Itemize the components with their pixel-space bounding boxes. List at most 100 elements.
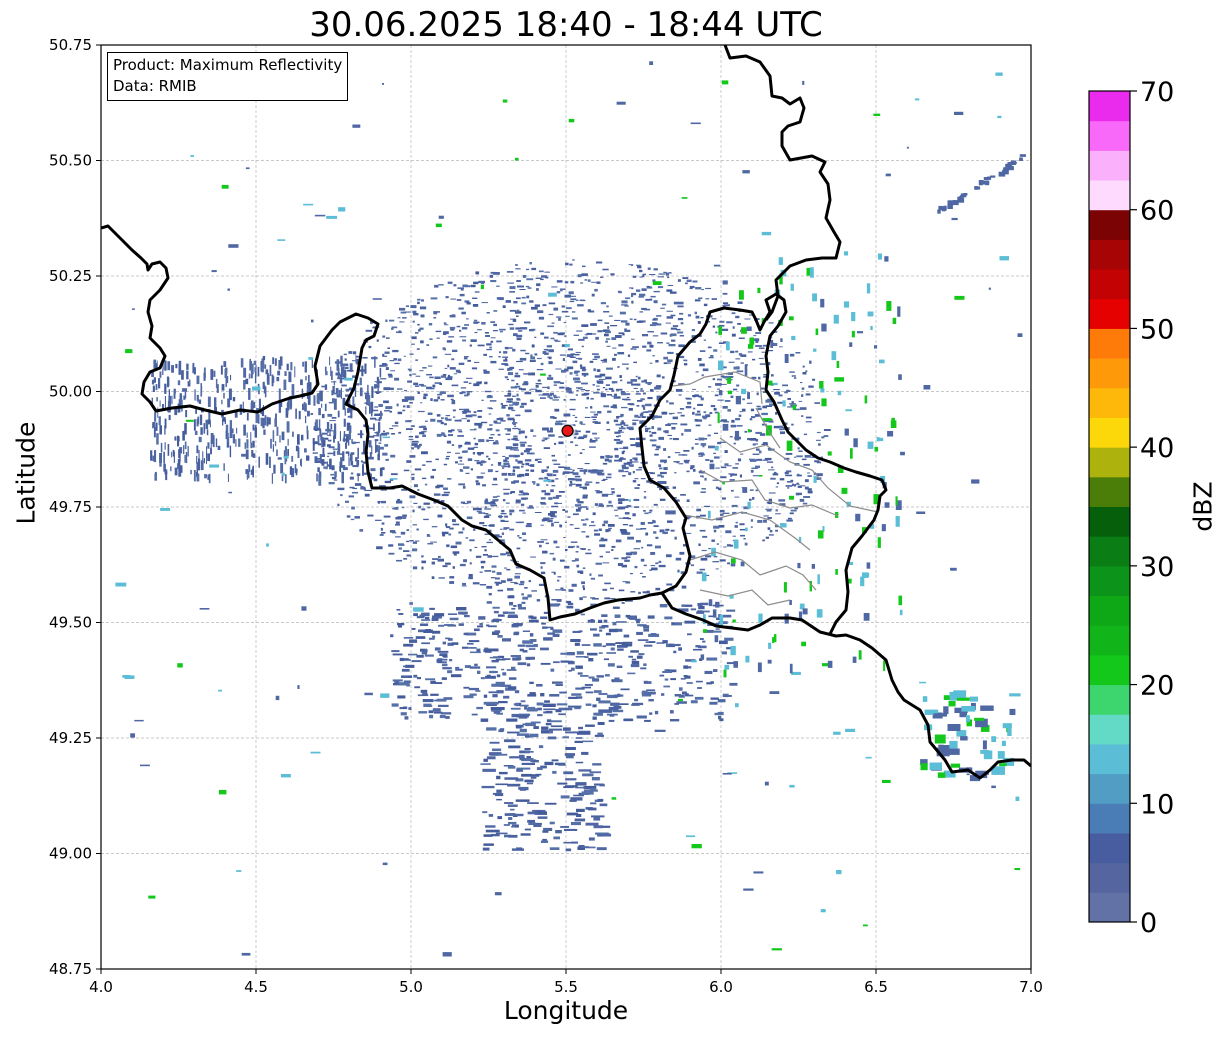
echo-cell <box>422 477 427 480</box>
echo-cell <box>765 508 773 510</box>
echo-cell <box>241 952 251 956</box>
echo-cell <box>851 330 855 338</box>
echo-cell <box>355 355 357 364</box>
echo-cell <box>423 427 427 431</box>
echo-cell <box>486 343 492 346</box>
echo-cell <box>402 675 409 678</box>
echo-cell <box>350 453 353 462</box>
echo-cell <box>437 393 443 396</box>
echo-cell <box>626 505 631 507</box>
echo-cell <box>492 694 498 698</box>
echo-cell <box>418 505 421 509</box>
echo-cell <box>618 291 622 294</box>
echo-cell <box>640 558 645 562</box>
echo-cell <box>963 193 968 196</box>
echo-cell <box>587 309 591 312</box>
echo-cell <box>373 478 378 482</box>
echo-cell <box>960 193 966 198</box>
echo-cell <box>678 394 682 396</box>
echo-cell <box>732 467 739 469</box>
echo-cell <box>162 369 164 375</box>
echo-cell <box>491 464 494 466</box>
echo-cell <box>281 474 284 482</box>
echo-cell <box>594 375 602 378</box>
echo-cell <box>590 603 597 607</box>
echo-cell <box>631 300 634 304</box>
echo-cell <box>540 616 548 619</box>
echo-cell <box>455 666 460 669</box>
echo-cell <box>608 500 612 504</box>
echo-cell <box>327 413 333 417</box>
echo-cell <box>661 303 667 306</box>
echo-cell <box>624 470 629 473</box>
echo-cell <box>306 430 309 440</box>
echo-cell <box>575 737 583 739</box>
echo-cell <box>488 413 492 415</box>
echo-cell <box>365 489 372 491</box>
echo-cell <box>187 445 189 457</box>
echo-cell <box>726 321 733 324</box>
echo-cell <box>381 522 385 525</box>
echo-cell <box>794 456 797 458</box>
echo-cell <box>419 614 425 617</box>
echo-cell <box>565 510 568 513</box>
echo-cell <box>178 449 181 459</box>
echo-cell <box>486 439 489 442</box>
echo-cell <box>550 725 563 728</box>
echo-cell <box>612 347 617 349</box>
echo-cell <box>749 459 757 462</box>
echo-cell <box>442 667 452 670</box>
echo-cell <box>432 558 439 560</box>
echo-cell <box>556 291 561 294</box>
echo-cell <box>741 388 746 395</box>
echo-cell <box>628 428 634 431</box>
echo-cell <box>581 393 589 396</box>
echo-cell <box>526 708 538 712</box>
echo-cell <box>368 440 372 448</box>
echo-cell <box>721 383 727 385</box>
echo-cell <box>813 348 817 352</box>
colorbar-swatch <box>1089 269 1130 300</box>
echo-cell <box>439 653 448 656</box>
echo-cell <box>801 415 804 417</box>
echo-cell <box>271 473 273 484</box>
echo-cell <box>373 423 375 431</box>
echo-cell <box>600 455 605 459</box>
echo-cell <box>566 390 573 393</box>
echo-cell <box>549 511 557 514</box>
echo-cell <box>616 494 621 497</box>
echo-cell <box>797 485 802 488</box>
echo-cell <box>541 726 549 730</box>
echo-cell <box>999 763 1007 767</box>
echo-cell <box>787 487 790 489</box>
echo-cell <box>637 416 641 418</box>
echo-cell <box>613 439 621 441</box>
echo-cell <box>284 446 287 454</box>
echo-cell <box>623 462 631 465</box>
echo-cell <box>735 350 739 353</box>
echo-cell <box>732 619 736 623</box>
echo-cell <box>646 285 651 288</box>
echo-cell <box>427 543 434 545</box>
echo-cell <box>540 497 546 500</box>
echo-cell <box>686 470 690 473</box>
echo-cell <box>605 330 611 334</box>
echo-cell <box>526 295 530 299</box>
echo-cell <box>919 681 927 684</box>
echo-cell <box>630 444 637 447</box>
echo-cell <box>412 524 417 526</box>
echo-cell <box>749 498 752 501</box>
echo-cell <box>298 410 301 420</box>
echo-cell <box>822 663 829 667</box>
echo-cell <box>152 422 155 428</box>
echo-cell <box>949 691 957 701</box>
echo-cell <box>581 372 589 376</box>
echo-cell <box>450 298 457 300</box>
echo-cell <box>689 288 693 290</box>
echo-cell <box>714 635 719 643</box>
echo-cell <box>560 524 563 528</box>
echo-cell <box>598 528 602 531</box>
echo-cell <box>568 669 572 672</box>
echo-cell <box>708 386 712 388</box>
echo-cell <box>504 834 512 838</box>
